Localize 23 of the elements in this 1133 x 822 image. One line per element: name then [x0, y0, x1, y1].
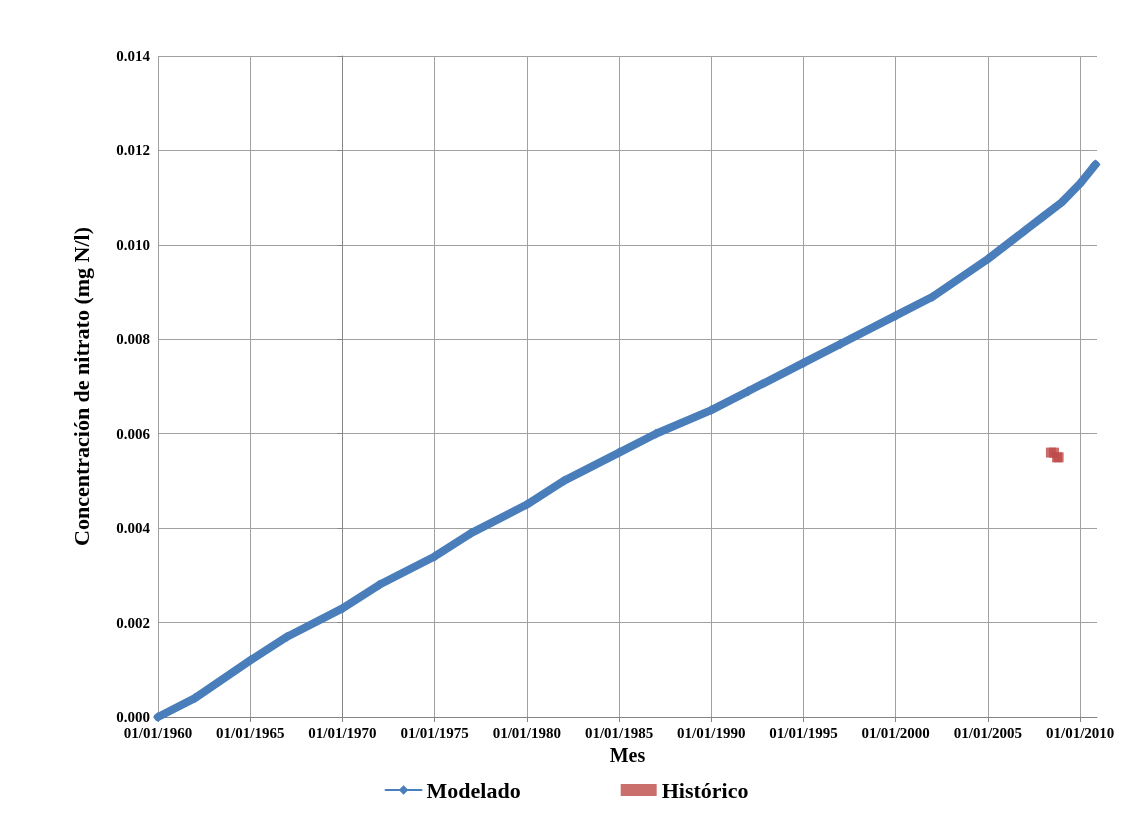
x-axis-title: Mes — [609, 744, 646, 766]
x-tick-label: 01/01/1975 — [400, 724, 469, 741]
y-tick-label: 0.002 — [116, 614, 150, 631]
x-tick-label: 01/01/1960 — [123, 724, 193, 741]
y-tick-label: 0.006 — [116, 425, 151, 442]
legend-label: Histórico — [661, 777, 749, 803]
y-tick-label: 0.000 — [116, 709, 150, 725]
legend-label: Modelado — [426, 777, 521, 803]
y-axis-title: Concentración de nitrato (mg N/l) — [68, 227, 94, 546]
y-tick-label: 0.010 — [116, 236, 150, 253]
y-tick-label: 0.004 — [116, 520, 151, 537]
y-tick-label: 0.012 — [116, 142, 150, 159]
x-tick-label: 01/01/1980 — [492, 724, 562, 741]
x-tick-label: 01/01/1990 — [677, 724, 746, 741]
y-tick-label: 0.014 — [116, 48, 151, 64]
x-tick-label: 01/01/2010 — [1045, 724, 1115, 741]
x-tick-label: 01/01/2000 — [861, 724, 930, 741]
x-tick-label: 01/01/1985 — [584, 724, 654, 741]
x-tick-label: 01/01/1970 — [308, 724, 377, 741]
x-tick-label: 01/01/2005 — [953, 724, 1023, 741]
y-tick-label: 0.008 — [116, 331, 150, 348]
x-tick-label: 01/01/1995 — [769, 724, 838, 741]
x-tick-label: 01/01/1965 — [216, 724, 285, 741]
